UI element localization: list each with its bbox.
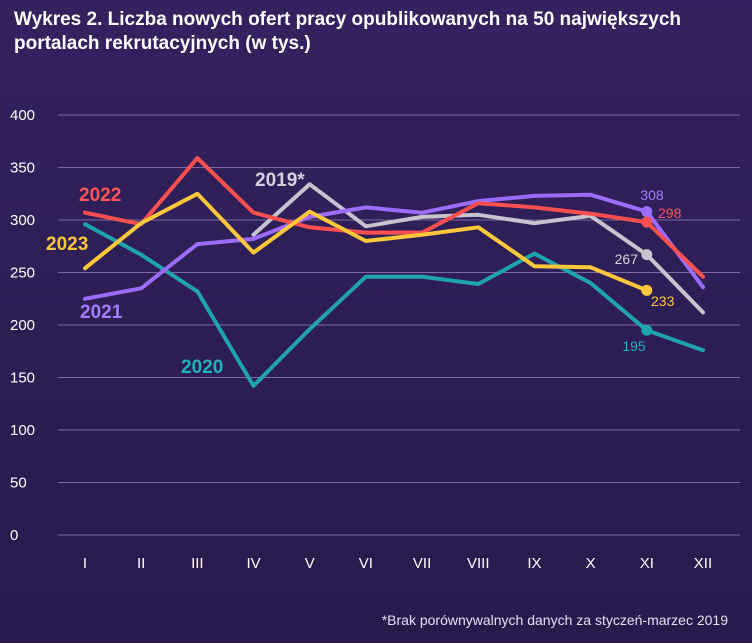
y-axis: 0 50 100 150 200 250 300 350 400 <box>10 107 35 544</box>
x-tick-label: IV <box>246 555 260 572</box>
series-name-label: 2023 <box>46 234 88 255</box>
end-point-marker <box>641 284 653 296</box>
x-tick-label: VII <box>413 555 431 572</box>
series-line-2021 <box>83 192 705 301</box>
chart-title: Wykres 2. Liczba nowych ofert pracy opub… <box>14 9 681 54</box>
y-tick-label: 300 <box>10 212 35 229</box>
end-value-label: 267 <box>615 251 639 267</box>
end-value-label: 233 <box>651 293 675 309</box>
end-point-marker <box>641 249 653 261</box>
end-value-label: 308 <box>640 187 664 203</box>
series-line-2019 <box>251 182 705 315</box>
footnote: *Brak porównywalnych danych za styczeń-m… <box>381 612 728 628</box>
x-tick-label: XI <box>640 555 654 572</box>
series-name-label: 2020 <box>181 357 223 378</box>
y-tick-label: 50 <box>10 475 27 492</box>
y-tick-label: 350 <box>10 160 35 177</box>
series-labels: 2019* 267 2020 195 2021 308 2022 298 2023 233 <box>46 170 682 378</box>
series-line-2020 <box>83 222 705 388</box>
y-tick-label: 250 <box>10 265 35 282</box>
x-tick-label: V <box>305 555 315 572</box>
end-value-label: 195 <box>622 338 646 354</box>
series-name-label: 2021 <box>80 302 123 323</box>
end-point-marker <box>641 324 653 336</box>
end-point-marker <box>641 216 653 228</box>
end-value-label: 298 <box>658 205 682 221</box>
x-tick-label: II <box>137 555 145 572</box>
series-name-label: 2022 <box>79 185 121 206</box>
x-tick-label: III <box>191 555 204 572</box>
x-tick-label: X <box>586 555 596 572</box>
x-axis: I II III IV V VI VII VIII IX X XI XII <box>83 555 712 572</box>
y-tick-label: 400 <box>10 107 35 124</box>
series-line-2022 <box>83 156 705 279</box>
series-name-label: 2019* <box>255 170 305 191</box>
x-tick-label: IX <box>527 555 541 572</box>
series-layer <box>83 156 705 388</box>
y-tick-label: 150 <box>10 370 35 387</box>
x-tick-label: I <box>83 555 87 572</box>
x-tick-label: XII <box>694 555 712 572</box>
x-tick-label: VIII <box>467 555 490 572</box>
y-tick-label: 200 <box>10 317 35 334</box>
x-tick-label: VI <box>359 555 373 572</box>
y-tick-label: 0 <box>10 527 18 544</box>
end-point-marker <box>641 206 653 218</box>
y-tick-label: 100 <box>10 422 35 439</box>
